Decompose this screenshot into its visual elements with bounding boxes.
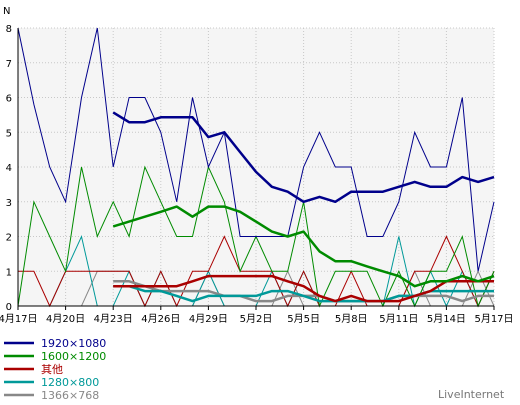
x-tick-label: 4月20日 [46, 313, 85, 325]
y-axis-label: N [3, 6, 10, 17]
legend-label: 1366×768 [41, 389, 99, 402]
series-line-daily [17, 27, 495, 272]
x-tick-label: 4月17日 [0, 313, 38, 325]
y-tick-label: 0 [6, 302, 12, 313]
x-tick-label: 5月17日 [474, 313, 513, 325]
y-tick-label: 7 [6, 59, 12, 70]
series-line-daily [18, 235, 495, 308]
series-line-average [113, 274, 494, 303]
average-series-lines [112, 111, 495, 303]
y-tick-label: 5 [6, 128, 12, 139]
x-tick-label: 4月23日 [94, 313, 133, 325]
y-tick-label: 8 [6, 24, 12, 35]
legend-label: 1920×1080 [41, 337, 106, 350]
x-tick-label: 5月8日 [335, 313, 368, 325]
x-tick-label: 5月2日 [240, 313, 273, 325]
x-tick-label: 4月29日 [189, 313, 228, 325]
series-line-average [112, 111, 495, 204]
brand-label: LiveInternet [438, 388, 505, 401]
x-tick-label: 5月5日 [287, 313, 320, 325]
y-tick-label: 2 [6, 233, 12, 244]
x-tick-label: 4月26日 [141, 313, 180, 325]
y-tick-label: 4 [6, 163, 12, 174]
x-axis: 4月17日 4月20日 4月23日 4月26日 4月29日 5月2日 5月5日 5月8日 5月1… [0, 306, 514, 325]
legend-label: 其他 [41, 363, 63, 376]
x-tick-label: 5月14日 [427, 313, 466, 325]
legend-label: 1280×800 [41, 376, 99, 389]
y-tick-label: 1 [6, 267, 12, 278]
x-tick-label: 5月11日 [379, 313, 418, 325]
y-tick-label: 6 [6, 94, 12, 105]
y-axis: 0 1 2 3 4 5 6 7 8 [6, 24, 12, 313]
series-line-average [112, 205, 495, 288]
y-tick-label: 3 [6, 198, 12, 209]
legend-label: 1600×1200 [41, 350, 106, 363]
